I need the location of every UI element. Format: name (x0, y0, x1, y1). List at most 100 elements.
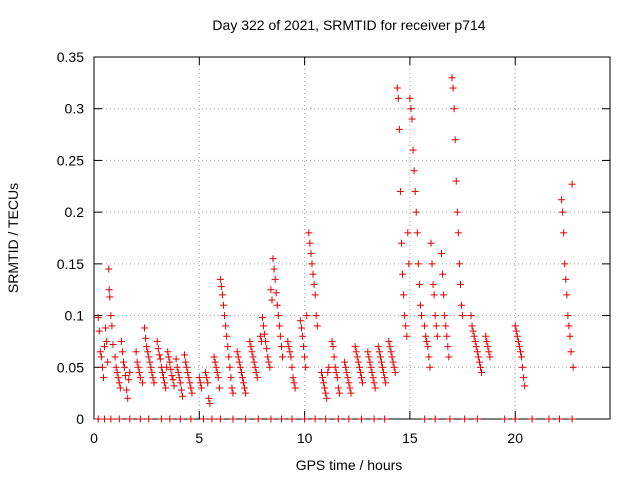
data-point (411, 187, 419, 195)
data-point (439, 270, 447, 278)
data-point (455, 260, 463, 268)
data-point (224, 343, 232, 351)
data-point (391, 368, 399, 376)
data-point (423, 337, 431, 345)
data-point (186, 379, 194, 387)
data-point (278, 353, 286, 361)
data-point (343, 368, 351, 376)
data-point (407, 105, 415, 113)
data-point (237, 368, 245, 376)
data-point (442, 322, 450, 330)
data-point (153, 337, 161, 345)
x-tick-label: 0 (90, 430, 98, 446)
data-point (441, 312, 449, 320)
data-point (473, 348, 481, 356)
data-point (105, 265, 113, 273)
grid-lines (94, 57, 610, 419)
data-point (426, 363, 434, 371)
data-point (223, 332, 231, 340)
data-point (357, 374, 365, 382)
data-point (217, 283, 225, 291)
y-tick-label: 0.25 (57, 152, 84, 168)
data-point (424, 343, 432, 351)
data-point (321, 384, 329, 392)
data-point (200, 415, 208, 423)
data-point (117, 337, 125, 345)
data-point (166, 415, 174, 423)
data-point (102, 324, 110, 332)
y-tick-label: 0.35 (57, 49, 84, 65)
data-point (112, 363, 120, 371)
data-point (119, 358, 127, 366)
data-point (561, 260, 569, 268)
data-point (414, 260, 422, 268)
data-point (382, 379, 390, 387)
data-point (311, 291, 319, 299)
data-point (284, 337, 292, 345)
data-point (290, 379, 298, 387)
data-point (371, 384, 379, 392)
data-point (432, 322, 440, 330)
data-point (195, 374, 203, 382)
data-point (393, 84, 401, 92)
x-axis-title: GPS time / hours (296, 457, 403, 473)
data-point (176, 379, 184, 387)
data-point (94, 314, 102, 322)
data-point (273, 301, 281, 309)
data-point (518, 353, 526, 361)
data-point (301, 415, 309, 423)
y-tick-label: 0.05 (57, 359, 84, 375)
data-point (205, 394, 213, 402)
data-point (126, 415, 134, 423)
data-point (568, 415, 576, 423)
data-point (287, 353, 295, 361)
data-point (347, 389, 355, 397)
data-point (133, 358, 141, 366)
data-point (511, 322, 519, 330)
data-point (187, 415, 195, 423)
data-point (99, 374, 107, 382)
data-point (388, 353, 396, 361)
data-point (260, 322, 268, 330)
data-point (559, 208, 567, 216)
data-point (461, 415, 469, 423)
data-point (555, 415, 563, 423)
data-point (101, 415, 109, 423)
data-point (242, 415, 250, 423)
data-point (355, 363, 363, 371)
data-point (370, 379, 378, 387)
data-point (322, 389, 330, 397)
y-tick-label: 0.15 (57, 256, 84, 272)
data-point (386, 343, 394, 351)
data-point (560, 229, 568, 237)
data-point (116, 384, 124, 392)
data-point (421, 322, 429, 330)
data-point (277, 343, 285, 351)
data-point (215, 384, 223, 392)
data-point (165, 353, 173, 361)
data-point (202, 368, 210, 376)
data-point (212, 363, 220, 371)
plot-frame (93, 56, 611, 420)
data-point (379, 363, 387, 371)
data-point (156, 355, 164, 363)
data-point (324, 368, 332, 376)
data-point (395, 125, 403, 133)
data-point (511, 415, 519, 423)
data-point (222, 322, 230, 330)
data-point (329, 343, 337, 351)
data-point (277, 415, 285, 423)
data-point (252, 368, 260, 376)
data-point (169, 376, 177, 384)
data-point (162, 384, 170, 392)
x-tick-label: 20 (507, 430, 523, 446)
data-point (94, 415, 102, 423)
data-point (289, 374, 297, 382)
data-point (229, 389, 237, 397)
data-point (113, 368, 121, 376)
data-point (121, 363, 129, 371)
data-point (286, 348, 294, 356)
data-point (103, 337, 111, 345)
data-point (394, 94, 402, 102)
data-point (368, 368, 376, 376)
